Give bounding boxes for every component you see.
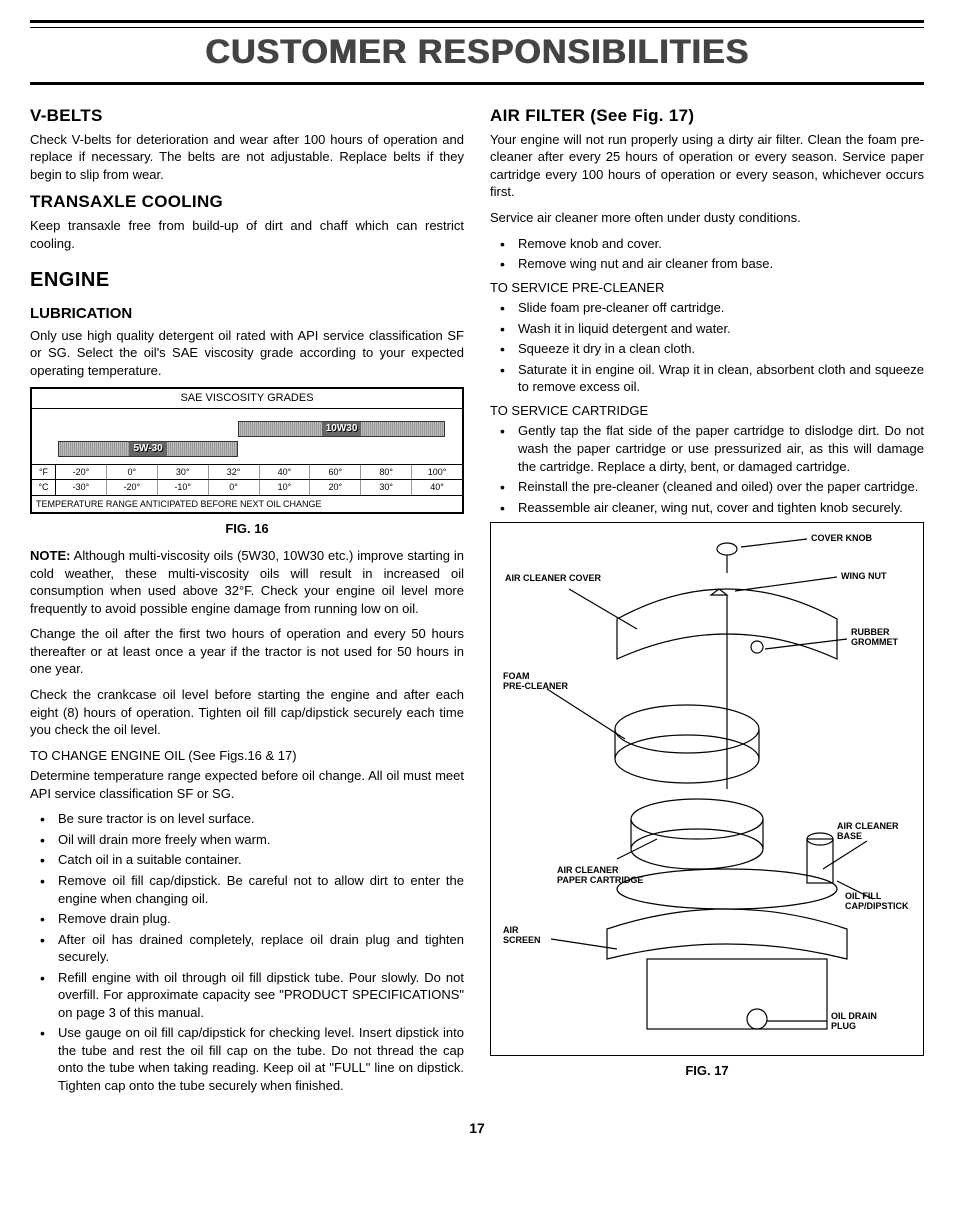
left-column: V-BELTS Check V-belts for deterioration … xyxy=(30,97,464,1101)
list-item: After oil has drained completely, replac… xyxy=(36,931,464,966)
label-cover-knob: COVER KNOB xyxy=(811,533,873,543)
transaxle-heading: TRANSAXLE COOLING xyxy=(30,191,464,214)
check-para: Check the crankcase oil level before sta… xyxy=(30,686,464,739)
list-item: Wash it in liquid detergent and water. xyxy=(496,320,924,338)
change-para: Change the oil after the first two hours… xyxy=(30,625,464,678)
fig17-caption: FIG. 17 xyxy=(490,1062,924,1080)
list-item: Oil will drain more freely when warm. xyxy=(36,831,464,849)
cartridge-heading: TO SERVICE CARTRIDGE xyxy=(490,402,924,420)
list-item: Gently tap the flat side of the paper ca… xyxy=(496,422,924,475)
list-item: Remove wing nut and air cleaner from bas… xyxy=(496,255,924,273)
label-wing-nut: WING NUT xyxy=(841,571,887,581)
list-item: Reassemble air cleaner, wing nut, cover … xyxy=(496,499,924,517)
viscosity-chart: SAE VISCOSITY GRADES 10W30 5W-30 °F -20°… xyxy=(30,387,464,513)
to-change-heading: TO CHANGE ENGINE OIL (See Figs.16 & 17) xyxy=(30,747,464,765)
two-column-layout: V-BELTS Check V-belts for deterioration … xyxy=(30,97,924,1101)
viscosity-title: SAE VISCOSITY GRADES xyxy=(32,389,462,409)
label-oil-drain: OIL DRAINPLUG xyxy=(831,1011,877,1031)
engine-heading: ENGINE xyxy=(30,267,464,294)
list-item: Remove drain plug. xyxy=(36,910,464,928)
page-title: CUSTOMER RESPONSIBILITIES xyxy=(30,20,924,85)
determine-para: Determine temperature range expected bef… xyxy=(30,767,464,802)
list-item: Be sure tractor is on level surface. xyxy=(36,810,464,828)
label-foam-precleaner: FOAMPRE-CLEANER xyxy=(503,671,569,691)
list-item: Saturate it in engine oil. Wrap it in cl… xyxy=(496,361,924,396)
engine-diagram-svg: COVER KNOB AIR CLEANER COVER WING NUT RU… xyxy=(497,529,917,1049)
label-paper-cartridge: AIR CLEANERPAPER CARTRIDGE xyxy=(557,865,643,885)
right-column: AIR FILTER (See Fig. 17) Your engine wil… xyxy=(490,97,924,1101)
note-para: NOTE: Although multi-viscosity oils (5W3… xyxy=(30,547,464,617)
scale-f: °F -20° 0° 30° 32° 40° 60° 80° 100° xyxy=(32,465,462,480)
list-item: Use gauge on oil fill cap/dipstick for c… xyxy=(36,1024,464,1094)
label-rubber-grommet: RUBBERGROMMET xyxy=(851,627,898,647)
scale-c: °C -30° -20° -10° 0° 10° 20° 30° 40° xyxy=(32,480,462,495)
list-item: Slide foam pre-cleaner off cartridge. xyxy=(496,299,924,317)
label-air-screen: AIRSCREEN xyxy=(503,925,541,945)
transaxle-body: Keep transaxle free from build-up of dir… xyxy=(30,217,464,252)
service-line: Service air cleaner more often under dus… xyxy=(490,209,924,227)
list-item: Remove oil fill cap/dipstick. Be careful… xyxy=(36,872,464,907)
label-oil-fill: OIL FILLCAP/DIPSTICK xyxy=(845,891,909,911)
list-item: Catch oil in a suitable container. xyxy=(36,851,464,869)
precleaner-heading: TO SERVICE PRE-CLEANER xyxy=(490,279,924,297)
airfilter-body: Your engine will not run properly using … xyxy=(490,131,924,201)
vbelts-heading: V-BELTS xyxy=(30,105,464,128)
vbelts-body: Check V-belts for deterioration and wear… xyxy=(30,131,464,184)
list-item: Reinstall the pre-cleaner (cleaned and o… xyxy=(496,478,924,496)
label-air-cleaner-base: AIR CLEANERBASE xyxy=(837,821,899,841)
bar-10w30: 10W30 xyxy=(238,421,444,437)
page-number: 17 xyxy=(30,1119,924,1138)
lubrication-body: Only use high quality detergent oil rate… xyxy=(30,327,464,380)
precleaner-steps: Slide foam pre-cleaner off cartridge. Wa… xyxy=(490,299,924,396)
list-item: Squeeze it dry in a clean cloth. xyxy=(496,340,924,358)
list-item: Refill engine with oil through oil fill … xyxy=(36,969,464,1022)
oil-change-steps: Be sure tractor is on level surface. Oil… xyxy=(30,810,464,1094)
fig16-caption: FIG. 16 xyxy=(30,520,464,538)
bar-5w30: 5W-30 xyxy=(58,441,239,457)
cartridge-steps: Gently tap the flat side of the paper ca… xyxy=(490,422,924,516)
label-air-cleaner-cover: AIR CLEANER COVER xyxy=(505,573,602,583)
list-item: Remove knob and cover. xyxy=(496,235,924,253)
viscosity-note: TEMPERATURE RANGE ANTICIPATED BEFORE NEX… xyxy=(32,496,462,512)
airfilter-heading: AIR FILTER (See Fig. 17) xyxy=(490,105,924,128)
lubrication-heading: LUBRICATION xyxy=(30,304,464,324)
viscosity-bars: 10W30 5W-30 xyxy=(32,409,462,465)
remove-steps: Remove knob and cover. Remove wing nut a… xyxy=(490,235,924,273)
fig17-diagram: COVER KNOB AIR CLEANER COVER WING NUT RU… xyxy=(490,522,924,1056)
